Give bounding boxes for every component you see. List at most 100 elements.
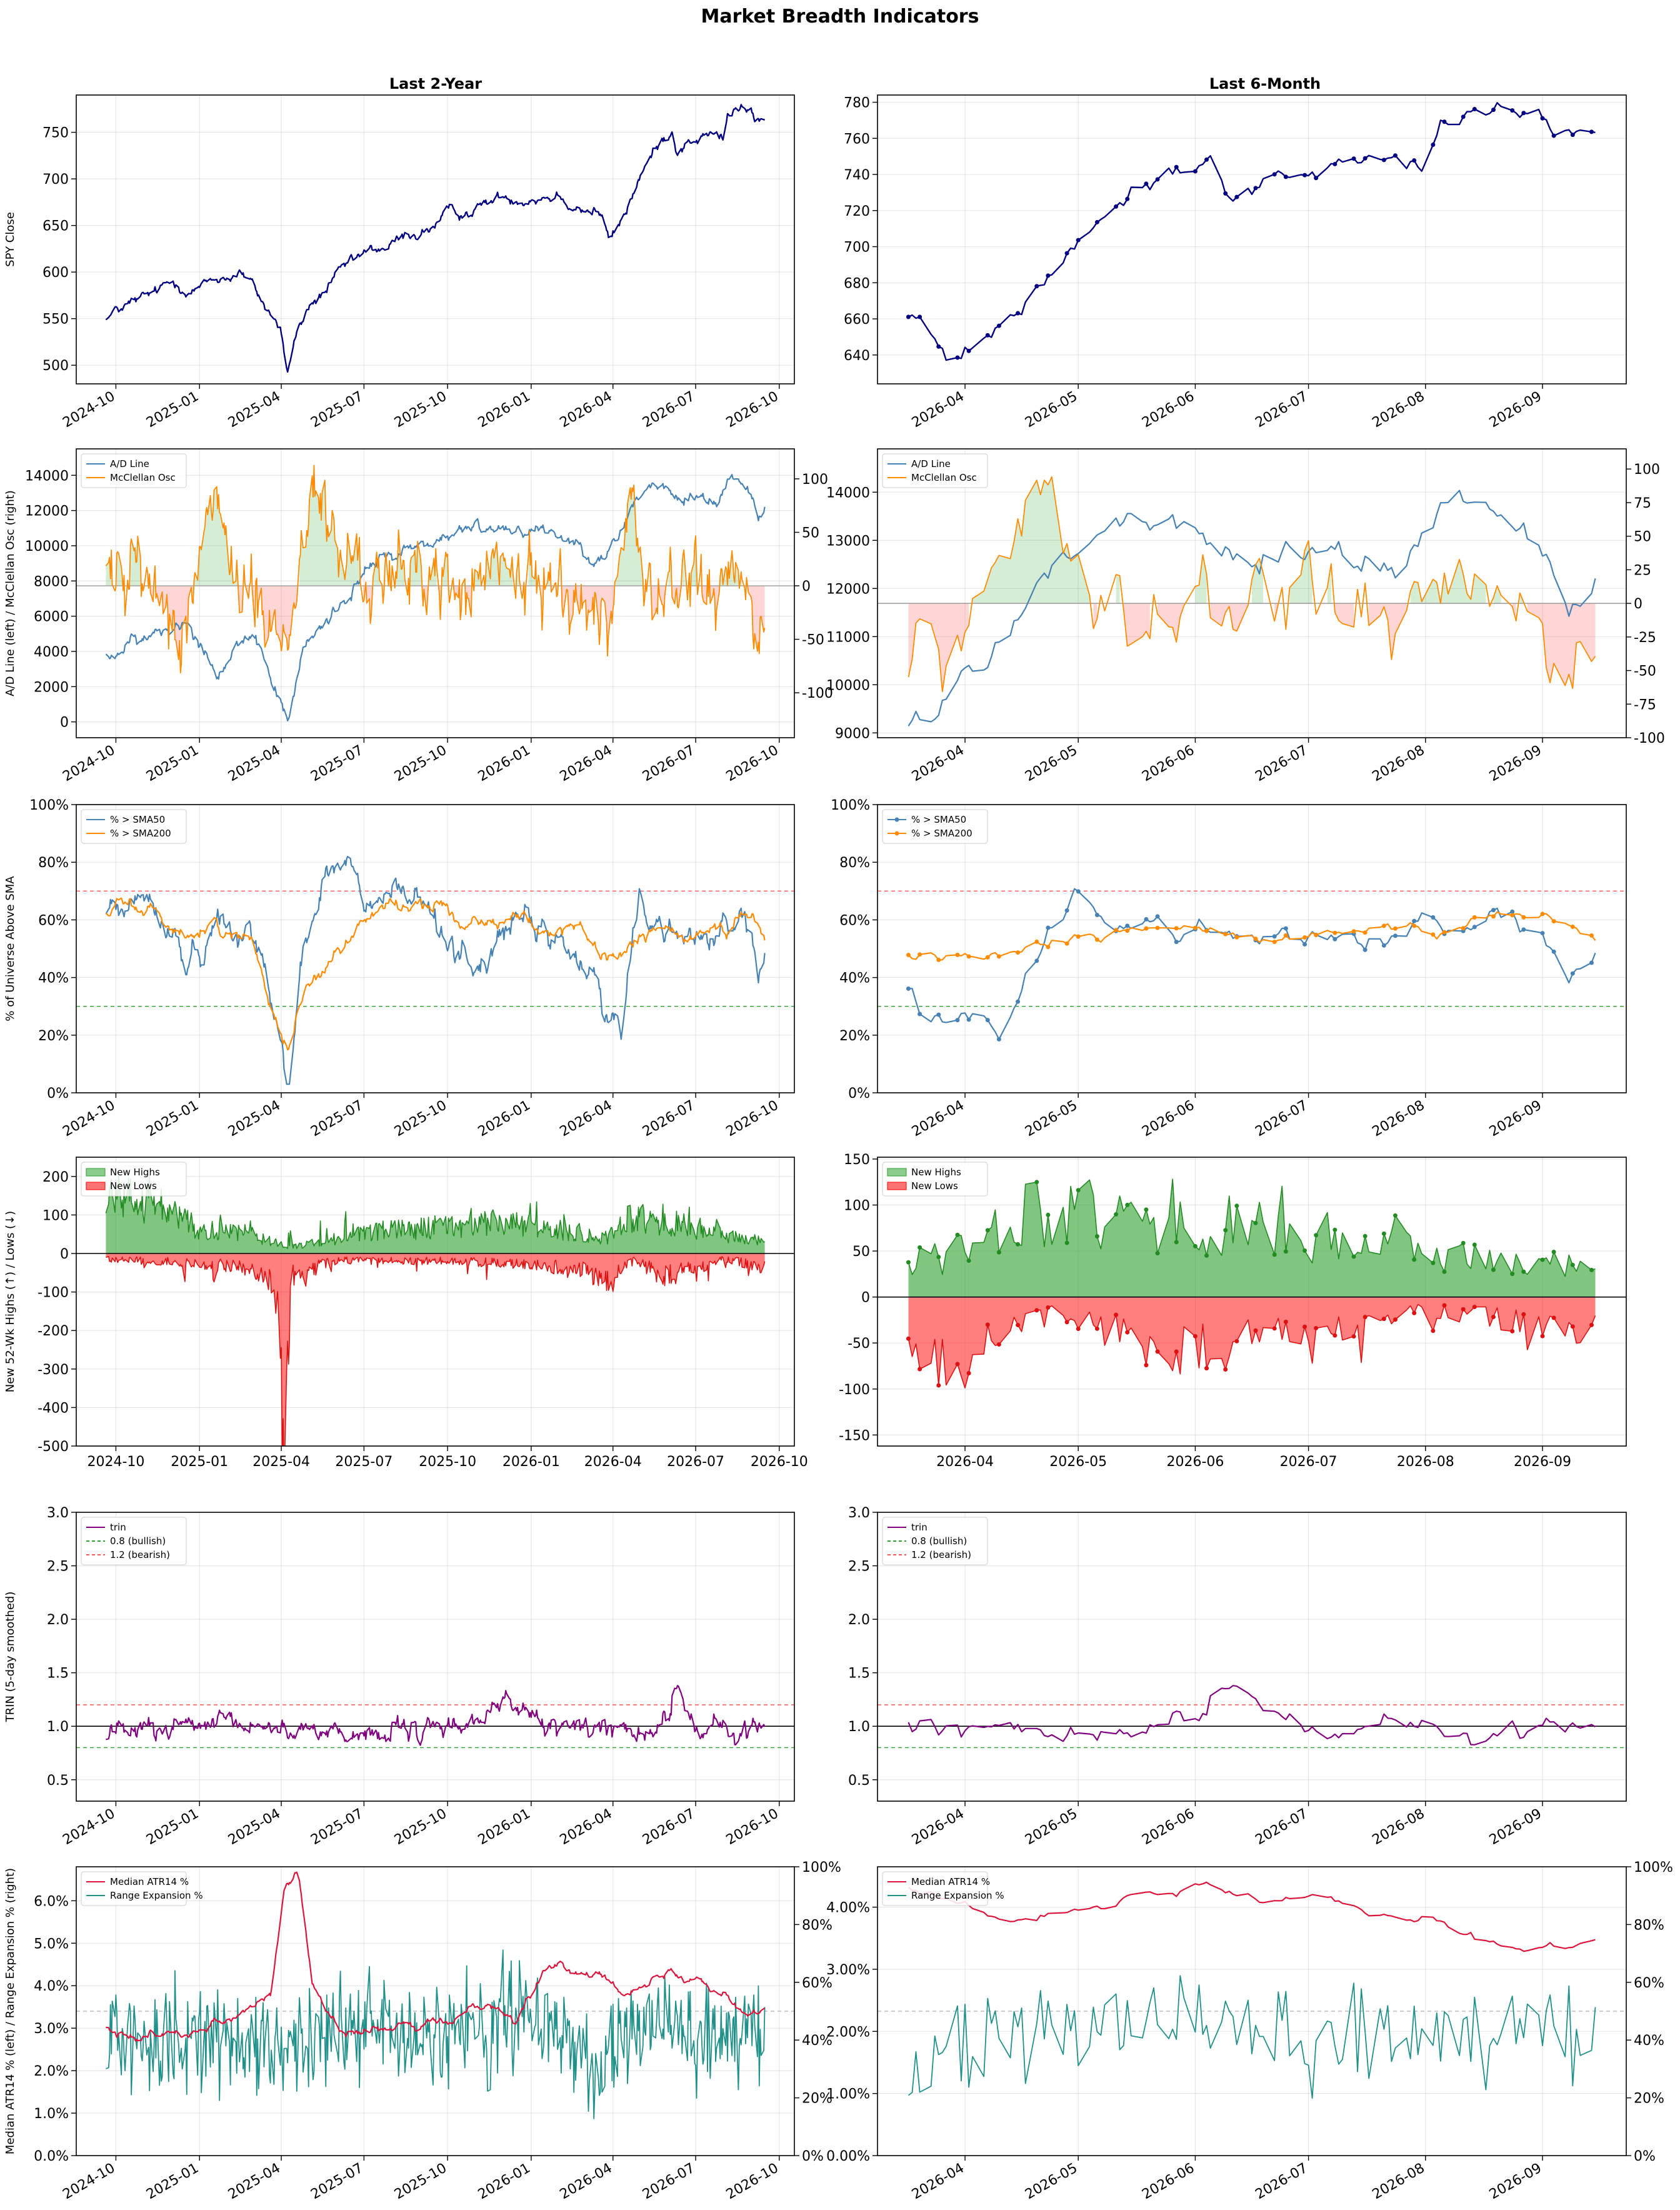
pct-above-sma200-line-point xyxy=(918,952,922,957)
axes-frame xyxy=(877,94,1627,384)
new-highs-line-point xyxy=(1272,1252,1277,1257)
pct-above-sma200-line-point xyxy=(1461,926,1466,931)
y-axis-label: SPY Close xyxy=(4,212,17,267)
spy-close-line-point xyxy=(1125,196,1130,201)
y-tick-label: 80% xyxy=(839,855,870,871)
x-tick-label: 2026-07 xyxy=(667,1454,724,1470)
mcclellan-negative-fill xyxy=(1369,603,1407,660)
spy-close-line-point xyxy=(955,355,960,360)
new-highs-line-point xyxy=(1570,1262,1575,1267)
spy-close-line-point xyxy=(1155,177,1160,182)
pct-above-sma200-line-point xyxy=(906,953,911,958)
pct-above-sma200-line-point xyxy=(1351,929,1356,934)
y-axis-label: TRIN (5-day smoothed) xyxy=(4,1592,17,1723)
axes-frame xyxy=(76,94,795,384)
y-tick-label: -50 xyxy=(848,1336,870,1352)
new-highs-line-group xyxy=(906,1178,1596,1277)
pct-above-sma50-line-point xyxy=(1472,925,1477,930)
y-tick-label: 1.5 xyxy=(848,1666,870,1682)
new-highs-area xyxy=(908,1179,1596,1297)
new-highs-line-point xyxy=(1381,1231,1386,1236)
legend-box xyxy=(81,809,187,844)
y2-tick-label: -25 xyxy=(1634,630,1656,646)
y-tick-label: -500 xyxy=(38,1439,69,1455)
pct-above-sma50-line-point xyxy=(955,1018,960,1023)
spy-close-line-point xyxy=(1362,156,1368,161)
pct-above-sma50-line-point xyxy=(1144,917,1149,922)
new-highs-line-point xyxy=(1589,1267,1594,1272)
new-lows-line xyxy=(106,1256,766,1446)
x-tick-label: 2025-04 xyxy=(252,1454,310,1470)
y2-tick-label: 75 xyxy=(1634,496,1651,511)
mcclellan-positive-fill xyxy=(194,486,238,586)
pct-above-sma50-line-point xyxy=(906,986,911,991)
legend-label: % > SMA50 xyxy=(110,814,165,825)
pct-above-sma200-line-point xyxy=(1174,926,1179,931)
y-tick-label: 0.00% xyxy=(826,2149,870,2164)
x-tick-label: 2026-01 xyxy=(502,1454,560,1470)
y-tick-label: -100 xyxy=(839,1382,870,1398)
y-tick-label: -400 xyxy=(38,1400,69,1416)
new-lows-line-point xyxy=(1094,1326,1099,1331)
y-tick-label: 6000 xyxy=(34,610,69,625)
legend-marker xyxy=(894,831,899,836)
pct-above-sma200-line-point xyxy=(1046,945,1051,950)
pct-above-sma50-line-point xyxy=(1332,937,1338,942)
pct-above-sma50-line-point xyxy=(1392,933,1398,938)
spy-close-line-point xyxy=(1412,158,1417,163)
legend-label: McClellan Osc xyxy=(911,472,977,483)
x-tick-label: 2025-01 xyxy=(171,1454,228,1470)
y-tick-label: 0% xyxy=(848,1086,870,1102)
spy-close-line-point xyxy=(1314,176,1319,181)
y2-tick-label: -100 xyxy=(802,686,833,701)
new-highs-line-point xyxy=(955,1232,960,1237)
pct-above-sma50-line-point xyxy=(1064,908,1069,913)
new-highs-line-point xyxy=(1472,1242,1477,1247)
pct-above-sma50-line-point xyxy=(1174,940,1179,945)
y-axis-label: New 52-Wk Highs (↑) / Lows (↓) xyxy=(4,1211,17,1392)
y-tick-label: 680 xyxy=(844,276,870,291)
spy-close-line-point xyxy=(1253,186,1258,191)
new-lows-line-point xyxy=(1551,1315,1556,1320)
pct-above-sma200-line-point xyxy=(1551,919,1556,924)
y-tick-label: 200 xyxy=(42,1170,69,1185)
x-tick-label: 2026-05 xyxy=(1049,1454,1107,1470)
y2-tick-label: 80% xyxy=(802,1917,832,1933)
new-lows-line-point xyxy=(1016,1322,1021,1327)
x-tick-label: 2025-07 xyxy=(335,1454,392,1470)
mcclellan-negative-fill xyxy=(1527,603,1596,689)
y-tick-label: 760 xyxy=(844,131,870,147)
y-tick-label: 2.0 xyxy=(47,1612,69,1628)
spy-close-line-point xyxy=(1283,174,1288,179)
trin-line xyxy=(908,1685,1596,1745)
spy-close-line-point xyxy=(1510,108,1515,113)
pct-above-sma200-line-point xyxy=(1253,937,1258,942)
new-lows-line-point xyxy=(906,1336,911,1341)
axes-frame xyxy=(877,1866,1627,2156)
legend-box xyxy=(882,1517,988,1565)
pct-above-sma200-line-point xyxy=(955,952,960,957)
mcclellan-positive-fill xyxy=(1327,563,1331,604)
new-highs-line-point xyxy=(918,1245,922,1250)
spy-close-line xyxy=(105,104,765,373)
spy-close-line xyxy=(908,102,1596,361)
pct-above-sma200-line-point xyxy=(1114,928,1119,933)
pct-above-sma200-line-point xyxy=(1472,915,1477,920)
pct-above-sma200-line-point xyxy=(1431,932,1436,937)
y-tick-label: 660 xyxy=(844,312,870,328)
new-highs-line-point xyxy=(1431,1260,1436,1265)
new-highs-line-point xyxy=(1125,1202,1130,1207)
axes-frame xyxy=(877,1157,1627,1447)
spy-close-line-point xyxy=(1016,311,1021,316)
new-lows-line-point xyxy=(1125,1330,1130,1335)
trin-line xyxy=(106,1685,766,1746)
mcclellan-positive-fill xyxy=(614,485,643,586)
spy-close-line-point xyxy=(1046,273,1051,278)
y-tick-label: 60% xyxy=(38,913,69,928)
x-tick-label: 2026-07 xyxy=(1280,1454,1338,1470)
new-lows-line-point xyxy=(1332,1333,1338,1338)
y-tick-label: 80% xyxy=(38,855,69,871)
new-highs-line-point xyxy=(1332,1227,1338,1232)
legend: trin 0.8 (bullish) 1.2 (bearish) xyxy=(882,1517,988,1565)
new-highs-line-point xyxy=(1234,1203,1239,1208)
